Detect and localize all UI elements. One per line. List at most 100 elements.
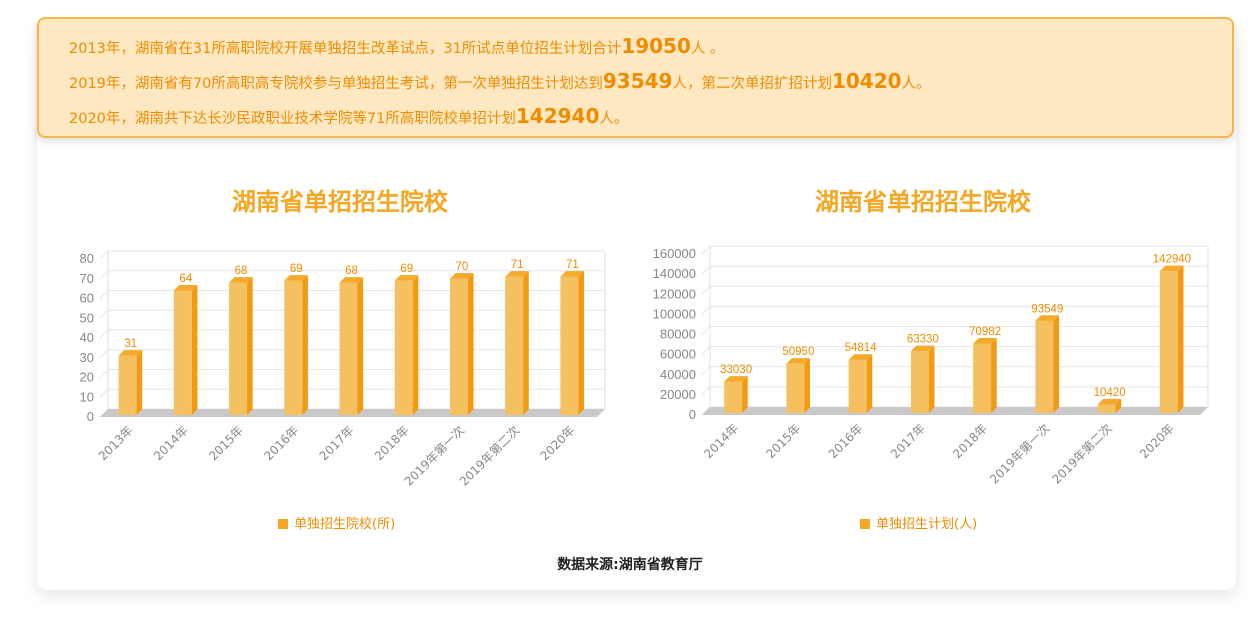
gridline-side <box>701 366 711 376</box>
y-tick-label: 160000 <box>653 246 696 261</box>
bar-side <box>357 277 364 415</box>
x-tick-label: 2020年 <box>1137 421 1177 461</box>
legend-label: 单独招生院校(所) <box>294 517 396 532</box>
bar <box>173 290 192 415</box>
data-label: 70 <box>456 261 469 273</box>
y-tick-label: 70 <box>80 271 94 286</box>
data-label: 64 <box>179 273 192 285</box>
bar-top <box>118 350 143 356</box>
y-tick-label: 100000 <box>653 306 696 321</box>
bar-side <box>247 277 253 415</box>
bar <box>118 355 137 415</box>
bar-top <box>339 277 364 283</box>
y-tick-label: 40000 <box>660 367 696 382</box>
data-label: 50950 <box>782 346 814 358</box>
bar-side <box>991 337 997 413</box>
info-text: 人，第二次单招扩招计划 <box>672 76 832 92</box>
info-number: 10420 <box>831 69 902 93</box>
data-label: 63330 <box>907 334 939 346</box>
bar-side <box>578 271 584 415</box>
bar-top <box>910 345 935 352</box>
y-tick-label: 60 <box>80 291 94 306</box>
y-tick-label: 140000 <box>653 266 696 281</box>
bar <box>505 276 524 415</box>
bar-side <box>412 275 419 415</box>
gridline-side <box>701 306 711 315</box>
bar <box>786 363 805 413</box>
y-tick-label: 50 <box>80 310 94 325</box>
legend-right: 单独招生计划(人) <box>860 513 977 532</box>
bar <box>449 278 468 415</box>
y-tick-label: 0 <box>689 407 696 422</box>
data-label: 71 <box>511 259 524 271</box>
bar <box>848 359 867 413</box>
bar-top <box>505 271 529 277</box>
legend-swatch <box>278 519 288 529</box>
bar-top <box>229 277 253 283</box>
y-tick-label: 0 <box>87 409 94 424</box>
bar-top <box>786 358 810 364</box>
y-tick-label: 60000 <box>660 347 696 362</box>
info-text: 人 。 <box>690 41 725 57</box>
bar-top <box>1035 315 1059 321</box>
bar <box>910 351 929 413</box>
y-tick-label: 20000 <box>660 387 696 402</box>
gridline-side <box>99 329 109 339</box>
bar-side <box>804 358 810 413</box>
data-label: 71 <box>566 259 579 271</box>
bar-side <box>191 285 198 415</box>
data-label: 69 <box>290 263 303 275</box>
x-tick-label: 2019年第一次 <box>987 421 1052 486</box>
info-text: 2020年，湖南共下达长沙民政职业技术学院等71所高职院校单招计划 <box>69 111 516 127</box>
bar-side <box>136 350 143 415</box>
bar <box>394 280 413 415</box>
gridline-side <box>99 388 109 398</box>
bar <box>284 280 303 415</box>
data-label: 70982 <box>969 326 1001 338</box>
bar-top <box>173 285 198 291</box>
y-tick-label: 40 <box>80 330 94 345</box>
chart-floor <box>702 407 1208 415</box>
y-tick-label: 80000 <box>660 327 696 342</box>
bar <box>973 343 992 413</box>
gridline-side <box>701 386 711 396</box>
bar-side <box>523 271 529 415</box>
info-line-2019: 2019年，湖南省有70所高职高专院校参与单独招生考试，第一次单独招生计划达到9… <box>69 64 1232 99</box>
info-line-2013: 2013年，湖南省在31所高职院校开展单独招生改革试点，31所试点单位招生计划合… <box>69 29 1232 64</box>
y-tick-label: 80 <box>80 251 94 266</box>
x-tick-label: 2015年 <box>764 421 804 461</box>
info-text: 人。 <box>901 76 931 92</box>
bar-top <box>1097 398 1122 405</box>
bar-top <box>724 376 748 382</box>
bar-top <box>560 271 584 277</box>
gridline-side <box>99 250 109 260</box>
bar <box>339 282 358 415</box>
bar <box>1097 404 1116 413</box>
gridline-side <box>99 369 109 378</box>
bar-side <box>1053 315 1059 413</box>
bar-side <box>302 275 308 415</box>
data-label: 31 <box>124 338 137 350</box>
info-number: 19050 <box>621 34 691 58</box>
x-tick-label: 2018年 <box>950 421 990 461</box>
info-text: 2019年，湖南省有70所高职高专院校参与单独招生考试，第一次单独招生计划达到 <box>69 76 603 92</box>
gridline-side <box>99 349 109 359</box>
info-line-2020: 2020年，湖南共下达长沙民政职业技术学院等71所高职院校单招计划142940人… <box>69 99 1232 134</box>
data-label: 54814 <box>845 342 878 354</box>
bar <box>1159 271 1178 413</box>
bar-side <box>1177 265 1184 413</box>
gridline-side <box>701 285 711 295</box>
bar-side <box>467 273 474 415</box>
bar <box>229 282 248 415</box>
gridline-side <box>701 346 711 355</box>
bar-top <box>449 273 474 279</box>
x-tick-label: 2017年 <box>888 421 928 461</box>
chart-title-left: 湖南省单招招生院校 <box>232 188 448 216</box>
data-label: 10420 <box>1094 387 1126 399</box>
bar-top <box>848 354 873 360</box>
bar-top <box>284 275 308 281</box>
bar <box>724 381 743 413</box>
data-source: 数据来源:湖南省教育厅 <box>557 557 703 573</box>
info-number: 93549 <box>602 69 673 93</box>
